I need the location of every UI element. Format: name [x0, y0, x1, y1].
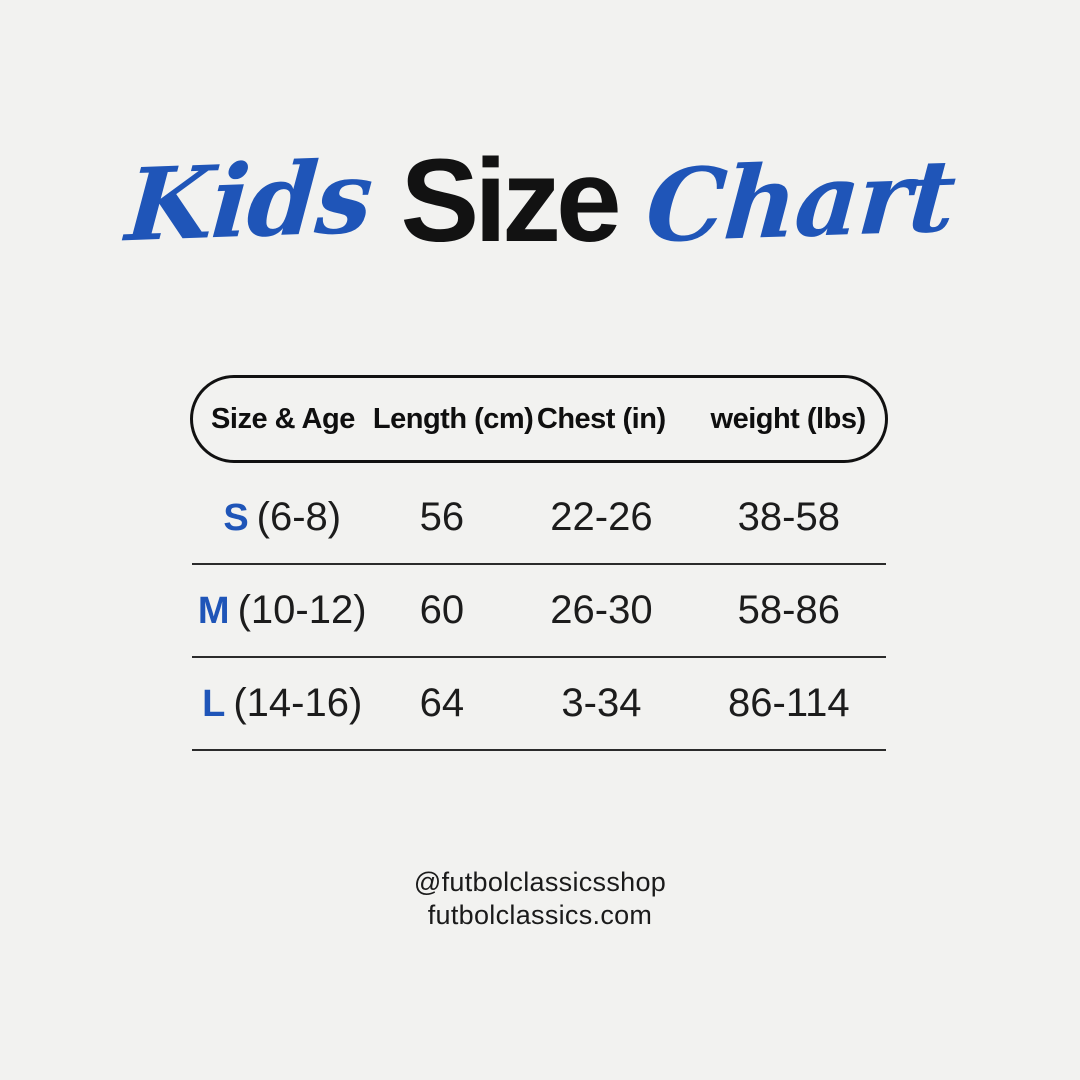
social-handle: @futbolclassicsshop [413, 867, 667, 897]
column-header-length: Length (cm) [372, 402, 534, 435]
table-row-large: L (14-16) 64 3-34 86-114 [192, 658, 886, 751]
age-range: (6-8) [256, 495, 342, 539]
title-word-kids: Kids [122, 137, 376, 265]
page-title: Kids Size Chart [0, 135, 1080, 267]
cell-length: 56 [419, 495, 465, 539]
size-table-header: Size & Age Length (cm) Chest (in) weight… [190, 375, 888, 463]
cell-weight: 86-114 [728, 681, 850, 725]
footer: @futbolclassicsshop futbolclassics.com [0, 866, 1080, 932]
cell-chest: 22-26 [550, 495, 653, 539]
cell-size-age: M (10-12) [192, 588, 372, 633]
title-word-chart: Chart [642, 136, 958, 266]
column-header-chest: Chest (in) [536, 402, 666, 435]
column-header-size-age: Size & Age [211, 402, 355, 435]
website-url: futbolclassics.com [427, 900, 653, 930]
cell-size-age: L (14-16) [192, 681, 372, 726]
cell-length: 60 [419, 588, 465, 632]
cell-chest: 26-30 [550, 588, 653, 632]
age-range: (14-16) [233, 681, 363, 725]
size-table-body: S (6-8) 56 22-26 38-58 M (10-12) 60 26-30 … [192, 472, 886, 751]
cell-weight: 58-86 [737, 588, 840, 632]
age-range: (10-12) [237, 588, 367, 632]
table-row-small: S (6-8) 56 22-26 38-58 [192, 472, 886, 565]
size-letter: M [197, 590, 230, 632]
size-letter: S [223, 497, 249, 539]
cell-weight: 38-58 [737, 495, 840, 539]
cell-size-age: S (6-8) [192, 495, 372, 540]
table-row-medium: M (10-12) 60 26-30 58-86 [192, 565, 886, 658]
cell-length: 64 [419, 681, 465, 725]
size-letter: L [202, 683, 226, 725]
column-header-weight: weight (lbs) [710, 402, 867, 435]
title-word-size: Size [400, 135, 622, 267]
cell-chest: 3-34 [561, 681, 642, 725]
